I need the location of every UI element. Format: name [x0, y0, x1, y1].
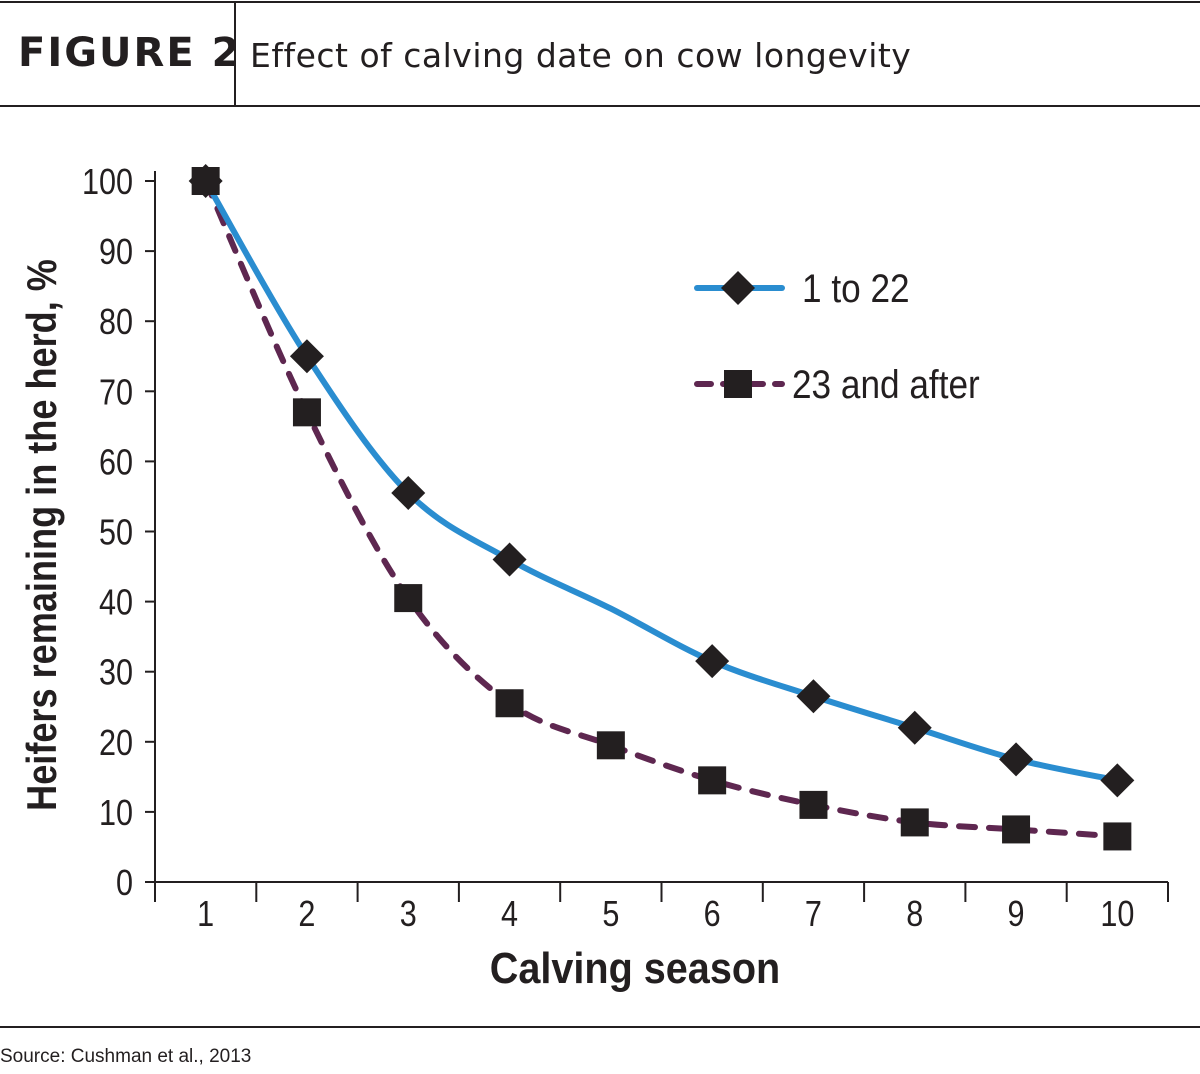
data-point-series-2: [1103, 822, 1132, 851]
chart-axes: 0 10 20 30 40 50 60 70 80 90 100 1 2 3 4 5 6 7 8 9 10: [82, 163, 1169, 935]
data-point-series-2: [596, 731, 625, 760]
series-line-2: [202, 178, 1121, 840]
data-point-series-2: [394, 584, 423, 613]
y-tick-label: 30: [99, 653, 133, 693]
data-point-series-2: [900, 808, 929, 837]
chart-series-lines: [202, 178, 1121, 840]
data-point-series-2: [799, 790, 828, 819]
legend-label-2: 23 and after: [792, 362, 980, 407]
x-tick-label: 10: [1100, 895, 1134, 935]
footer-rule: [0, 1026, 1200, 1028]
source-note: Source: Cushman et al., 2013: [0, 1046, 252, 1067]
chart-legend: 1 to 22 23 and after: [694, 266, 980, 407]
figure-label: FIGURE 2: [18, 30, 242, 76]
series-line-1: [202, 178, 1121, 784]
top-rule: [0, 1, 1200, 3]
data-point-series-1: [796, 679, 831, 714]
y-tick-label: 10: [99, 794, 133, 834]
x-tick-label: 4: [501, 895, 518, 935]
x-tick-label: 1: [197, 895, 214, 935]
header-bottom-rule: [0, 105, 1200, 107]
y-tick-label: 50: [99, 513, 133, 553]
x-tick-label: 8: [906, 895, 923, 935]
x-tick-label: 9: [1008, 895, 1025, 935]
y-tick-label: 0: [116, 864, 133, 904]
data-point-series-2: [292, 398, 321, 427]
x-tick-label: 7: [805, 895, 822, 935]
data-point-series-2: [495, 689, 524, 718]
data-point-series-1: [391, 475, 426, 510]
x-tick-label: 5: [602, 895, 619, 935]
y-tick-label: 80: [99, 303, 133, 343]
data-point-series-1: [1100, 763, 1135, 798]
data-point-series-2: [1002, 815, 1031, 844]
y-tick-label: 90: [99, 233, 133, 273]
data-point-series-1: [695, 644, 730, 679]
x-tick-label: 2: [298, 895, 315, 935]
x-tick-label: 6: [704, 895, 721, 935]
y-tick-label: 60: [99, 443, 133, 483]
y-tick-label: 100: [82, 163, 133, 203]
data-point-series-1: [188, 164, 223, 198]
x-tick-label: 3: [400, 895, 417, 935]
y-axis-title: Heifers remaining in the herd, %: [20, 259, 66, 811]
x-axis-title: Calving season: [490, 943, 780, 992]
y-tick-label: 20: [99, 724, 133, 764]
data-point-series-1: [999, 742, 1034, 777]
y-tick-label: 70: [99, 373, 133, 413]
data-point-series-1: [289, 339, 324, 374]
data-point-series-1: [897, 710, 932, 745]
data-point-series-2: [698, 766, 727, 795]
legend-label-1: 1 to 22: [802, 266, 910, 311]
header-divider: [234, 1, 236, 106]
chart-markers: [188, 164, 1135, 851]
legend-marker-2: [724, 370, 752, 398]
data-point-series-1: [492, 542, 527, 577]
legend-marker-1: [721, 271, 755, 305]
y-tick-label: 40: [99, 583, 133, 623]
figure-title: Effect of calving date on cow longevity: [250, 36, 912, 75]
